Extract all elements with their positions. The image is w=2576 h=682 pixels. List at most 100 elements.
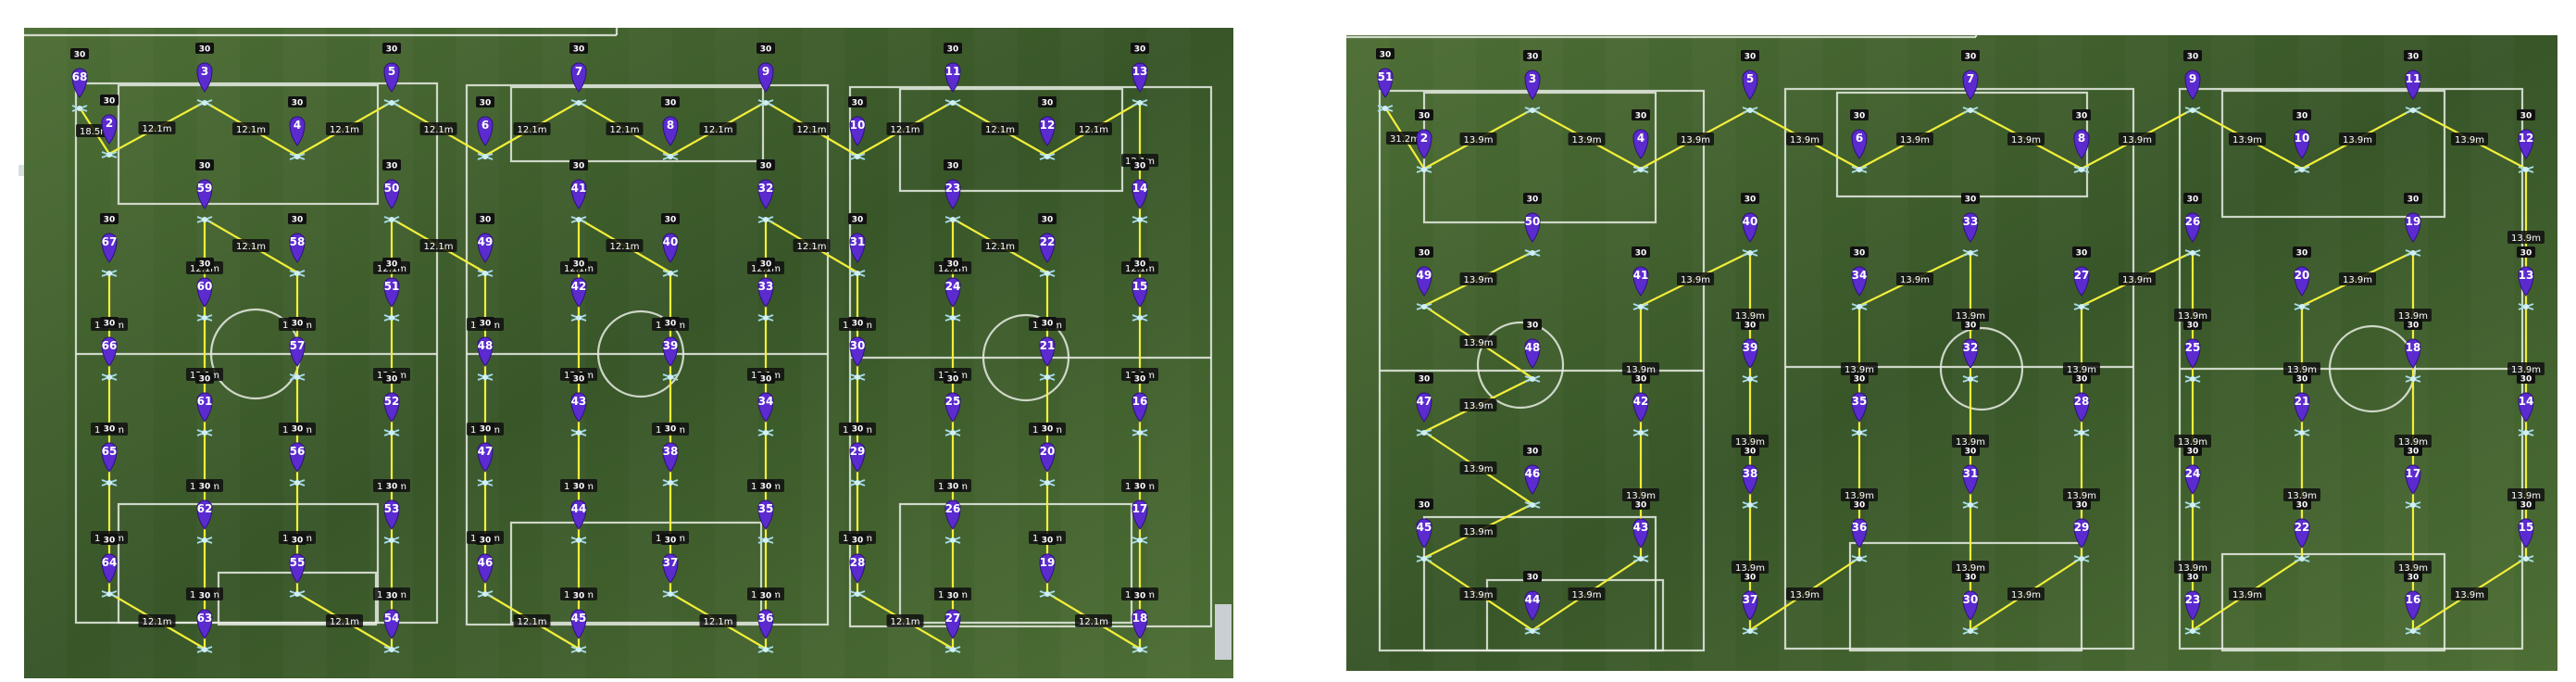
map-pin-icon[interactable]: 55 [289, 553, 306, 584]
waypoint-11[interactable]: 30 11 [944, 43, 962, 107]
map-pin-icon[interactable]: 23 [944, 179, 961, 209]
map-pin-icon[interactable]: 47 [477, 442, 494, 473]
waypoint-7[interactable]: 30 7 [569, 43, 588, 107]
waypoint-60[interactable]: 30 60 [195, 258, 214, 322]
map-pin-icon[interactable]: 32 [757, 179, 774, 209]
waypoint-8[interactable]: 30 8 [2072, 109, 2091, 173]
map-pin-icon[interactable]: 20 [1039, 442, 1056, 473]
map-pin-icon[interactable]: 53 [383, 499, 400, 530]
map-pin-icon[interactable]: 44 [1524, 590, 1541, 621]
map-pin-icon[interactable]: 63 [196, 609, 213, 639]
map-pin-icon[interactable]: 16 [1132, 392, 1148, 423]
waypoint-14[interactable]: 30 14 [1131, 159, 1149, 223]
map-pin-icon[interactable]: 50 [1524, 212, 1541, 243]
map-pin-icon[interactable]: 57 [289, 336, 306, 367]
waypoint-42[interactable]: 30 42 [569, 258, 588, 322]
waypoint-16[interactable]: 30 16 [1131, 373, 1149, 436]
map-pin-icon[interactable]: 52 [383, 392, 400, 423]
waypoint-4[interactable]: 30 4 [288, 96, 306, 160]
waypoint-57[interactable]: 30 57 [288, 317, 306, 381]
map-pin-icon[interactable]: 29 [849, 442, 866, 473]
waypoint-2[interactable]: 30 2 [100, 95, 119, 158]
map-pin-icon[interactable]: 14 [1132, 179, 1148, 209]
waypoint-24[interactable]: 30 24 [2183, 445, 2202, 509]
waypoint-66[interactable]: 30 66 [100, 317, 119, 381]
waypoint-25[interactable]: 30 25 [2183, 319, 2202, 383]
map-pin-icon[interactable]: 46 [1524, 464, 1541, 495]
map-pin-icon[interactable]: 2 [1416, 129, 1432, 159]
map-pin-icon[interactable]: 42 [570, 277, 587, 308]
waypoint-34[interactable]: 30 34 [1850, 246, 1869, 310]
waypoint-30[interactable]: 30 30 [1961, 571, 1980, 635]
map-pin-icon[interactable]: 30 [1962, 590, 1979, 621]
waypoint-38[interactable]: 30 38 [661, 423, 680, 486]
waypoint-35[interactable]: 30 35 [757, 480, 775, 544]
waypoint-17[interactable]: 30 17 [2404, 445, 2422, 509]
map-pin-icon[interactable]: 60 [196, 277, 213, 308]
waypoint-10[interactable]: 30 10 [2293, 109, 2311, 173]
waypoint-20[interactable]: 30 20 [1038, 423, 1057, 486]
waypoint-27[interactable]: 30 27 [944, 589, 962, 653]
right-map-canvas[interactable]: 31.2m 13.9m 13.9m 13.9m 13.9m 13.9m 13.9m 13.9m… [1346, 35, 2557, 671]
waypoint-22[interactable]: 30 22 [2293, 499, 2311, 562]
waypoint-28[interactable]: 30 28 [2072, 373, 2091, 436]
map-pin-icon[interactable]: 8 [662, 116, 679, 146]
map-pin-icon[interactable]: 26 [2184, 212, 2201, 243]
waypoint-34[interactable]: 30 34 [757, 373, 775, 436]
waypoint-63[interactable]: 30 63 [195, 589, 214, 653]
waypoint-46[interactable]: 30 46 [1523, 445, 1542, 509]
map-pin-icon[interactable]: 31 [1962, 464, 1979, 495]
waypoint-23[interactable]: 30 23 [944, 159, 962, 223]
right-flight-map[interactable]: 31.2m 13.9m 13.9m 13.9m 13.9m 13.9m 13.9m 13.9m… [1346, 35, 2557, 671]
waypoint-37[interactable]: 30 37 [1741, 571, 1759, 635]
map-pin-icon[interactable]: 51 [383, 277, 400, 308]
map-pin-icon[interactable]: 58 [289, 233, 306, 263]
waypoint-33[interactable]: 30 33 [1961, 193, 1980, 257]
map-pin-icon[interactable]: 7 [1962, 69, 1979, 100]
waypoint-50[interactable]: 30 50 [382, 159, 401, 223]
waypoint-49[interactable]: 30 49 [476, 213, 494, 277]
map-pin-icon[interactable]: 15 [1132, 277, 1148, 308]
waypoint-3[interactable]: 30 3 [195, 43, 214, 107]
waypoint-47[interactable]: 30 47 [476, 423, 494, 486]
map-pin-icon[interactable]: 67 [101, 233, 118, 263]
waypoint-67[interactable]: 30 67 [100, 213, 119, 277]
waypoint-5[interactable]: 30 5 [382, 43, 401, 107]
map-pin-icon[interactable]: 50 [383, 179, 400, 209]
map-pin-icon[interactable]: 46 [477, 553, 494, 584]
map-pin-icon[interactable]: 6 [1851, 129, 1868, 159]
map-pin-icon[interactable]: 25 [944, 392, 961, 423]
waypoint-9[interactable]: 30 9 [2183, 50, 2202, 114]
waypoint-54[interactable]: 30 54 [382, 589, 401, 653]
waypoint-53[interactable]: 30 53 [382, 480, 401, 544]
waypoint-2[interactable]: 30 2 [1415, 109, 1433, 173]
waypoint-9[interactable]: 30 9 [757, 43, 775, 107]
waypoint-30[interactable]: 30 30 [848, 317, 867, 381]
map-pin-icon[interactable]: 8 [2073, 129, 2090, 159]
map-pin-icon[interactable]: 3 [1524, 69, 1541, 100]
waypoint-7[interactable]: 30 7 [1961, 50, 1980, 114]
map-pin-icon[interactable]: 26 [944, 499, 961, 530]
map-pin-icon[interactable]: 42 [1632, 392, 1649, 423]
map-pin-icon[interactable]: 13 [2518, 266, 2534, 297]
map-pin-icon[interactable]: 24 [2184, 464, 2201, 495]
waypoint-6[interactable]: 30 6 [476, 96, 494, 160]
map-pin-icon[interactable]: 37 [662, 553, 679, 584]
map-pin-icon[interactable]: 47 [1416, 392, 1432, 423]
map-pin-icon[interactable]: 10 [849, 116, 866, 146]
waypoint-12[interactable]: 30 12 [1038, 96, 1057, 160]
map-pin-icon[interactable]: 6 [477, 116, 494, 146]
map-pin-icon[interactable]: 14 [2518, 392, 2534, 423]
waypoint-56[interactable]: 30 56 [288, 423, 306, 486]
map-pin-icon[interactable]: 23 [2184, 590, 2201, 621]
waypoint-3[interactable]: 30 3 [1523, 50, 1542, 114]
waypoint-31[interactable]: 30 31 [1961, 445, 1980, 509]
map-pin-icon[interactable]: 68 [71, 68, 88, 98]
map-pin-icon[interactable]: 35 [757, 499, 774, 530]
map-pin-icon[interactable]: 64 [101, 553, 118, 584]
map-pin-icon[interactable]: 4 [1632, 129, 1649, 159]
map-pin-icon[interactable]: 13 [1132, 62, 1148, 93]
waypoint-12[interactable]: 30 12 [2517, 109, 2535, 173]
waypoint-43[interactable]: 30 43 [1632, 499, 1650, 562]
map-pin-icon[interactable]: 31 [849, 233, 866, 263]
